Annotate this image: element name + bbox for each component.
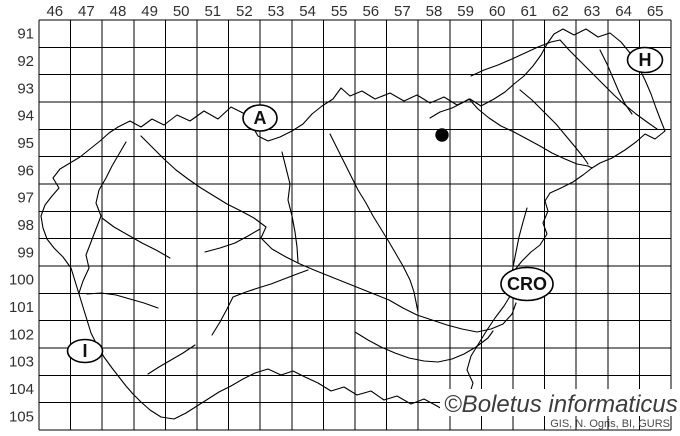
country-border-outline xyxy=(40,28,666,420)
grid-col-label: 52 xyxy=(236,3,253,20)
grid-row-label: 91 xyxy=(17,26,34,43)
grid-col-label: 65 xyxy=(647,3,664,20)
grid-col-label: 54 xyxy=(299,3,316,20)
grid-col-label: 49 xyxy=(141,3,158,20)
croatia-label: CRO xyxy=(507,274,547,294)
grid-lines xyxy=(38,19,672,431)
country-label-croatia: CRO xyxy=(500,266,554,302)
grid-col-label: 51 xyxy=(204,3,221,20)
grid-row-label: 105 xyxy=(9,408,34,425)
attribution-text: GIS, N. Ogris, BI, GURS xyxy=(550,418,670,430)
river-idrijca xyxy=(101,217,171,259)
grid-row-label: 102 xyxy=(9,326,34,343)
grid-col-label: 63 xyxy=(584,3,601,20)
italy-label: I xyxy=(82,341,87,361)
austria-ellipse xyxy=(242,104,278,132)
river-sora xyxy=(204,228,261,253)
grid-row-label: 94 xyxy=(17,108,34,125)
copyright-text: ©Boletus informaticus xyxy=(444,391,678,418)
country-label-italy: I xyxy=(66,338,104,364)
austria-label: A xyxy=(254,108,267,128)
river-savinja xyxy=(329,133,419,313)
grid-col-label: 48 xyxy=(110,3,127,20)
river-ledava xyxy=(599,49,633,115)
grid-col-label: 58 xyxy=(426,3,443,20)
grid-col-label: 59 xyxy=(457,3,474,20)
river-pivka xyxy=(211,291,247,336)
occurrence-marker[interactable] xyxy=(435,128,449,142)
grid-row-label: 103 xyxy=(9,354,34,371)
country-label-austria: A xyxy=(242,104,278,132)
grid-row-label: 99 xyxy=(17,244,34,261)
grid-row-label: 93 xyxy=(17,80,34,97)
river-sotla xyxy=(510,207,528,281)
grid-row-label: 96 xyxy=(17,162,34,179)
rivers-layer xyxy=(78,39,658,375)
grid-row-label: 101 xyxy=(9,299,34,316)
river-vipava xyxy=(86,292,159,309)
grid-row-label: 100 xyxy=(9,272,34,289)
river-soca xyxy=(78,141,127,294)
hungary-label: H xyxy=(639,50,652,70)
copyright-halo xyxy=(440,389,674,416)
grid-col-label: 53 xyxy=(268,3,285,20)
grid-row-label: 98 xyxy=(17,217,34,234)
grid-row-label: 95 xyxy=(17,135,34,152)
grid-axis-labels: 46 47 48 49 50 51 52 53 54 55 56 57 58 59 60 61 62 63 64 65… xyxy=(9,3,664,425)
river-meza xyxy=(429,98,470,119)
grid-row-label: 104 xyxy=(9,381,34,398)
river-ljubljanica xyxy=(245,269,309,293)
grid-row-label: 97 xyxy=(17,190,34,207)
grid-col-label: 62 xyxy=(552,3,569,20)
grid-col-label: 47 xyxy=(78,3,95,20)
river-kamniska-bistrica xyxy=(281,151,299,263)
river-sava xyxy=(140,135,517,333)
river-krka xyxy=(354,330,494,363)
river-pesnica xyxy=(519,89,589,165)
grid-col-label: 50 xyxy=(173,3,190,20)
italy-ellipse xyxy=(66,338,104,364)
grid-col-label: 57 xyxy=(394,3,411,20)
river-mura xyxy=(559,39,658,130)
grid-col-label: 64 xyxy=(615,3,632,20)
grid-col-label: 55 xyxy=(331,3,348,20)
river-mura-upstream xyxy=(470,39,561,77)
grid-row-label: 92 xyxy=(17,53,34,70)
country-label-hungary: H xyxy=(626,46,664,74)
river-drava xyxy=(468,98,593,169)
grid-col-label: 60 xyxy=(489,3,506,20)
grid-col-label: 61 xyxy=(520,3,537,20)
croatia-ellipse xyxy=(500,266,554,302)
grid-col-label: 56 xyxy=(362,3,379,20)
hungary-ellipse xyxy=(626,46,664,74)
grid-col-label: 46 xyxy=(46,3,63,20)
river-reka xyxy=(147,344,196,375)
